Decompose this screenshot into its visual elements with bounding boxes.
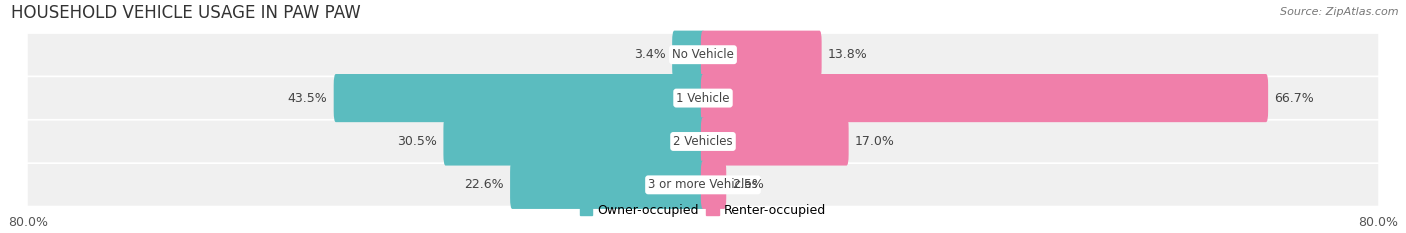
Text: 2.5%: 2.5%: [733, 178, 765, 191]
FancyBboxPatch shape: [672, 31, 706, 79]
Text: 3.4%: 3.4%: [634, 48, 666, 61]
FancyBboxPatch shape: [443, 117, 706, 166]
FancyBboxPatch shape: [333, 74, 706, 122]
Text: 1 Vehicle: 1 Vehicle: [676, 92, 730, 105]
Legend: Owner-occupied, Renter-occupied: Owner-occupied, Renter-occupied: [575, 199, 831, 222]
Text: 43.5%: 43.5%: [288, 92, 328, 105]
FancyBboxPatch shape: [28, 77, 1378, 119]
FancyBboxPatch shape: [28, 164, 1378, 206]
FancyBboxPatch shape: [28, 34, 1378, 75]
Text: 2 Vehicles: 2 Vehicles: [673, 135, 733, 148]
Text: No Vehicle: No Vehicle: [672, 48, 734, 61]
Text: 13.8%: 13.8%: [828, 48, 868, 61]
Text: 17.0%: 17.0%: [855, 135, 894, 148]
Text: 66.7%: 66.7%: [1274, 92, 1315, 105]
FancyBboxPatch shape: [28, 121, 1378, 162]
FancyBboxPatch shape: [700, 161, 727, 209]
Text: 22.6%: 22.6%: [464, 178, 503, 191]
FancyBboxPatch shape: [700, 74, 1268, 122]
Text: 3 or more Vehicles: 3 or more Vehicles: [648, 178, 758, 191]
Text: Source: ZipAtlas.com: Source: ZipAtlas.com: [1281, 7, 1399, 17]
FancyBboxPatch shape: [700, 31, 821, 79]
Text: 30.5%: 30.5%: [398, 135, 437, 148]
FancyBboxPatch shape: [700, 117, 849, 166]
Text: HOUSEHOLD VEHICLE USAGE IN PAW PAW: HOUSEHOLD VEHICLE USAGE IN PAW PAW: [11, 4, 360, 22]
FancyBboxPatch shape: [510, 161, 706, 209]
